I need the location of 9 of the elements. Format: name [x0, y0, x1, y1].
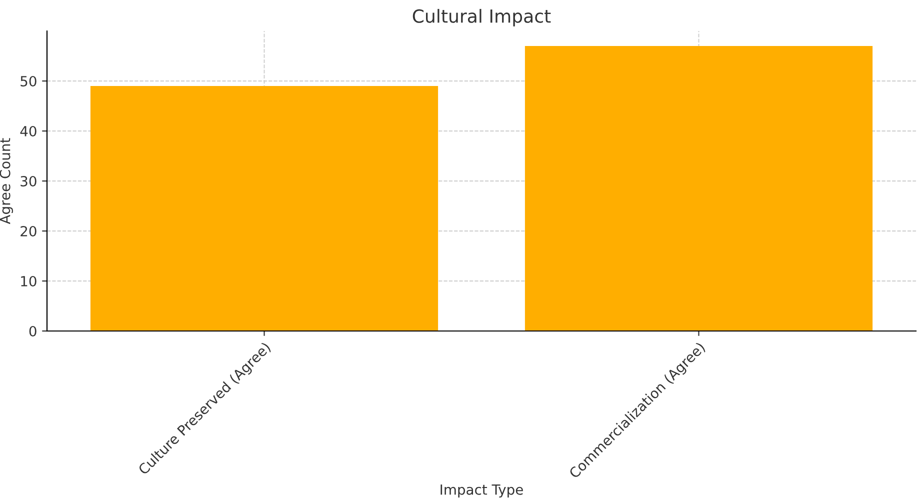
y-axis-title: Agree Count [0, 138, 13, 224]
x-axis-title: Impact Type [440, 484, 523, 498]
y-tick-label: 30 [20, 176, 36, 186]
y-tick-label: 20 [20, 226, 36, 236]
y-tick-label: 10 [21, 276, 36, 286]
y-tick-label: 0 [29, 326, 36, 336]
y-tick-label: 50 [20, 76, 36, 86]
y-tick-label: 40 [20, 126, 36, 136]
chart-title: Cultural Impact [412, 8, 551, 26]
